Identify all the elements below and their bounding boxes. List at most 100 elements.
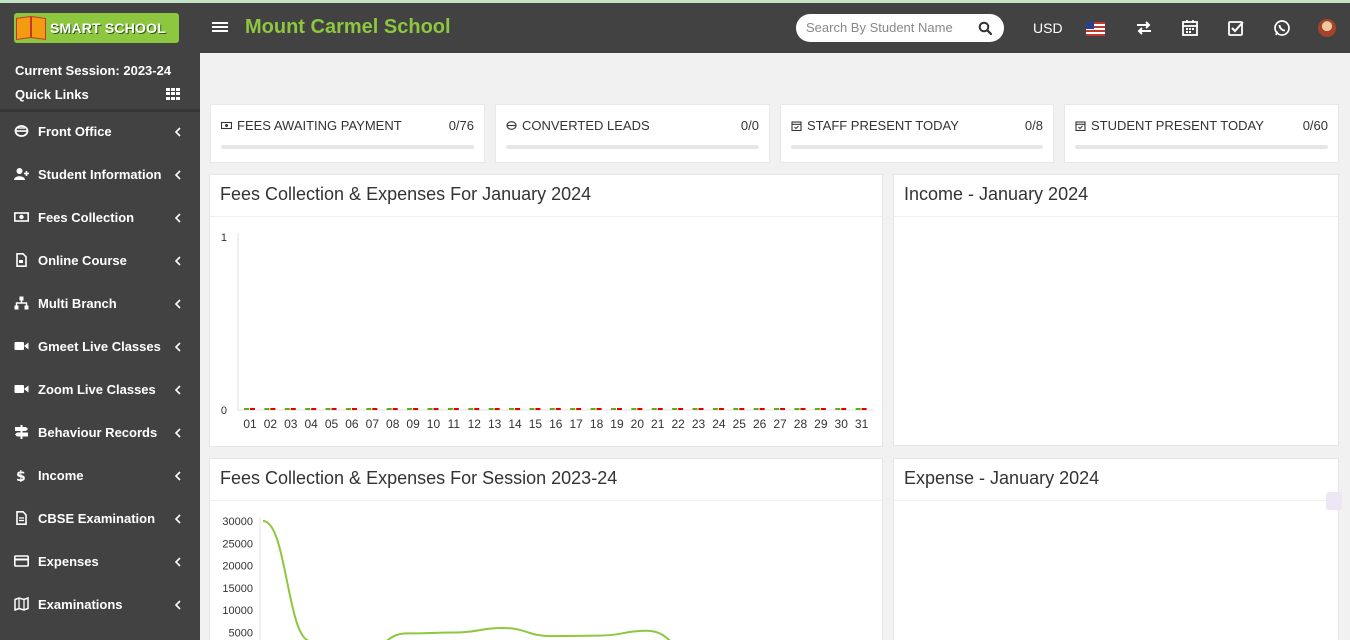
y-tick-label: 10000 <box>222 605 253 617</box>
bar <box>413 408 419 410</box>
x-tick-label: 09 <box>406 417 420 431</box>
sidebar-item-front-office[interactable]: Front Office <box>0 110 200 153</box>
search-input[interactable] <box>806 20 966 35</box>
bar <box>631 408 637 410</box>
infobox-title: STAFF PRESENT TODAY <box>807 118 959 133</box>
x-tick-label: 20 <box>631 417 645 431</box>
bar <box>468 408 474 410</box>
x-tick-label: 11 <box>448 417 461 431</box>
bar <box>535 408 541 410</box>
infobox-value: 0/60 <box>1302 118 1328 133</box>
chevron-left-icon <box>174 557 181 567</box>
panel-divider <box>894 216 1338 217</box>
sidebar-item-gmeet-live-classes[interactable]: Gmeet Live Classes <box>0 325 200 368</box>
y-tick-label: 15000 <box>222 583 253 595</box>
quick-links[interactable]: Quick Links <box>15 87 89 102</box>
search-icon[interactable] <box>978 21 992 35</box>
sidebar-item-income[interactable]: $ Income <box>0 454 200 497</box>
task-checkbox-icon[interactable] <box>1227 19 1245 37</box>
hamburger-menu-icon[interactable] <box>212 20 228 36</box>
signpost-icon <box>15 425 28 439</box>
bar <box>610 408 616 410</box>
x-tick-label: 26 <box>753 417 767 431</box>
infobox-title: CONVERTED LEADS <box>522 118 650 133</box>
sidebar-item-cbse-examination[interactable]: CBSE Examination <box>0 497 200 540</box>
bar <box>270 408 276 410</box>
map-icon <box>14 597 29 611</box>
chevron-left-icon <box>174 600 181 610</box>
chevron-left-icon <box>174 127 181 137</box>
chevron-left-icon <box>174 428 181 438</box>
bar <box>616 408 622 410</box>
bar <box>264 408 270 410</box>
session-line-chart: 30000 25000 20000 15000 10000 5000 <box>222 516 671 640</box>
sidebar-item-label: Zoom Live Classes <box>38 382 156 397</box>
x-tick-label: 25 <box>733 417 747 431</box>
bar <box>386 408 392 410</box>
sidebar-item-label: Front Office <box>38 124 112 139</box>
x-tick-label: 21 <box>651 417 665 431</box>
bar <box>549 408 555 410</box>
bar <box>474 408 480 410</box>
chevron-left-icon <box>174 514 181 524</box>
x-tick-label: 24 <box>712 417 726 431</box>
bar <box>861 408 867 410</box>
bar <box>794 408 800 410</box>
infobox-converted-leads[interactable]: CONVERTED LEADS 0/0 <box>495 104 770 163</box>
sidebar-menu: Front Office Student Information Fees Co… <box>0 110 200 626</box>
calendar-check-icon <box>791 121 802 131</box>
grid-icon[interactable] <box>166 88 180 100</box>
whatsapp-icon[interactable] <box>1273 19 1291 37</box>
infobox-fees-awaiting[interactable]: FEES AWAITING PAYMENT 0/76 <box>210 104 485 163</box>
series-line <box>262 520 671 640</box>
exchange-icon[interactable] <box>1135 19 1153 37</box>
infobox-staff-present[interactable]: STAFF PRESENT TODAY 0/8 <box>780 104 1054 163</box>
sidebar: Current Session: 2023-24 Quick Links Fro… <box>0 53 200 640</box>
bar <box>820 408 826 410</box>
bar <box>345 408 351 410</box>
current-session: Current Session: 2023-24 <box>15 63 172 78</box>
panel-divider <box>894 500 1338 501</box>
y-tick-label: 30000 <box>222 516 253 528</box>
progress-bar <box>1075 145 1328 149</box>
sidebar-item-examinations[interactable]: Examinations <box>0 583 200 626</box>
x-tick-label: 29 <box>814 417 828 431</box>
sidebar-item-student-information[interactable]: Student Information <box>0 153 200 196</box>
user-avatar[interactable] <box>1318 19 1336 37</box>
infobox-student-present[interactable]: STUDENT PRESENT TODAY 0/60 <box>1064 104 1339 163</box>
panel-title: Expense - January 2024 <box>904 468 1100 488</box>
x-tick-label: 01 <box>243 417 257 431</box>
logo-text: SMART SCHOOL <box>50 20 166 36</box>
calendar-icon[interactable] <box>1181 19 1199 37</box>
bar <box>712 408 718 410</box>
sidebar-item-label: Expenses <box>38 554 99 569</box>
bar <box>515 408 521 410</box>
x-tick-label: 18 <box>590 417 604 431</box>
dollar-icon: $ <box>16 469 26 482</box>
us-flag-icon[interactable] <box>1086 22 1105 36</box>
bar <box>841 408 847 410</box>
bar <box>290 408 296 410</box>
sidebar-item-label: Income <box>38 468 84 483</box>
money-icon <box>221 121 232 130</box>
bar <box>453 408 459 410</box>
bar <box>739 408 745 410</box>
sidebar-item-online-course[interactable]: Online Course <box>0 239 200 282</box>
sidebar-item-expenses[interactable]: Expenses <box>0 540 200 583</box>
currency-selector[interactable]: USD <box>1033 20 1063 36</box>
panel-title: Fees Collection & Expenses For January 2… <box>220 184 592 204</box>
x-tick-label: 19 <box>610 417 624 431</box>
svg-text:$: $ <box>16 469 26 482</box>
floating-widget-button[interactable] <box>1326 492 1342 510</box>
progress-bar <box>791 145 1043 149</box>
bar <box>692 408 698 410</box>
sidebar-item-multi-branch[interactable]: Multi Branch <box>0 282 200 325</box>
sidebar-item-behaviour-records[interactable]: Behaviour Records <box>0 411 200 454</box>
app-logo[interactable]: SMART SCHOOL <box>14 13 179 43</box>
x-tick-label: 14 <box>508 417 522 431</box>
sidebar-item-fees-collection[interactable]: Fees Collection <box>0 196 200 239</box>
sidebar-item-zoom-live-classes[interactable]: Zoom Live Classes <box>0 368 200 411</box>
y-tick-label: 20000 <box>222 561 253 573</box>
sidebar-item-label: Student Information <box>38 167 162 182</box>
chevron-left-icon <box>174 385 181 395</box>
